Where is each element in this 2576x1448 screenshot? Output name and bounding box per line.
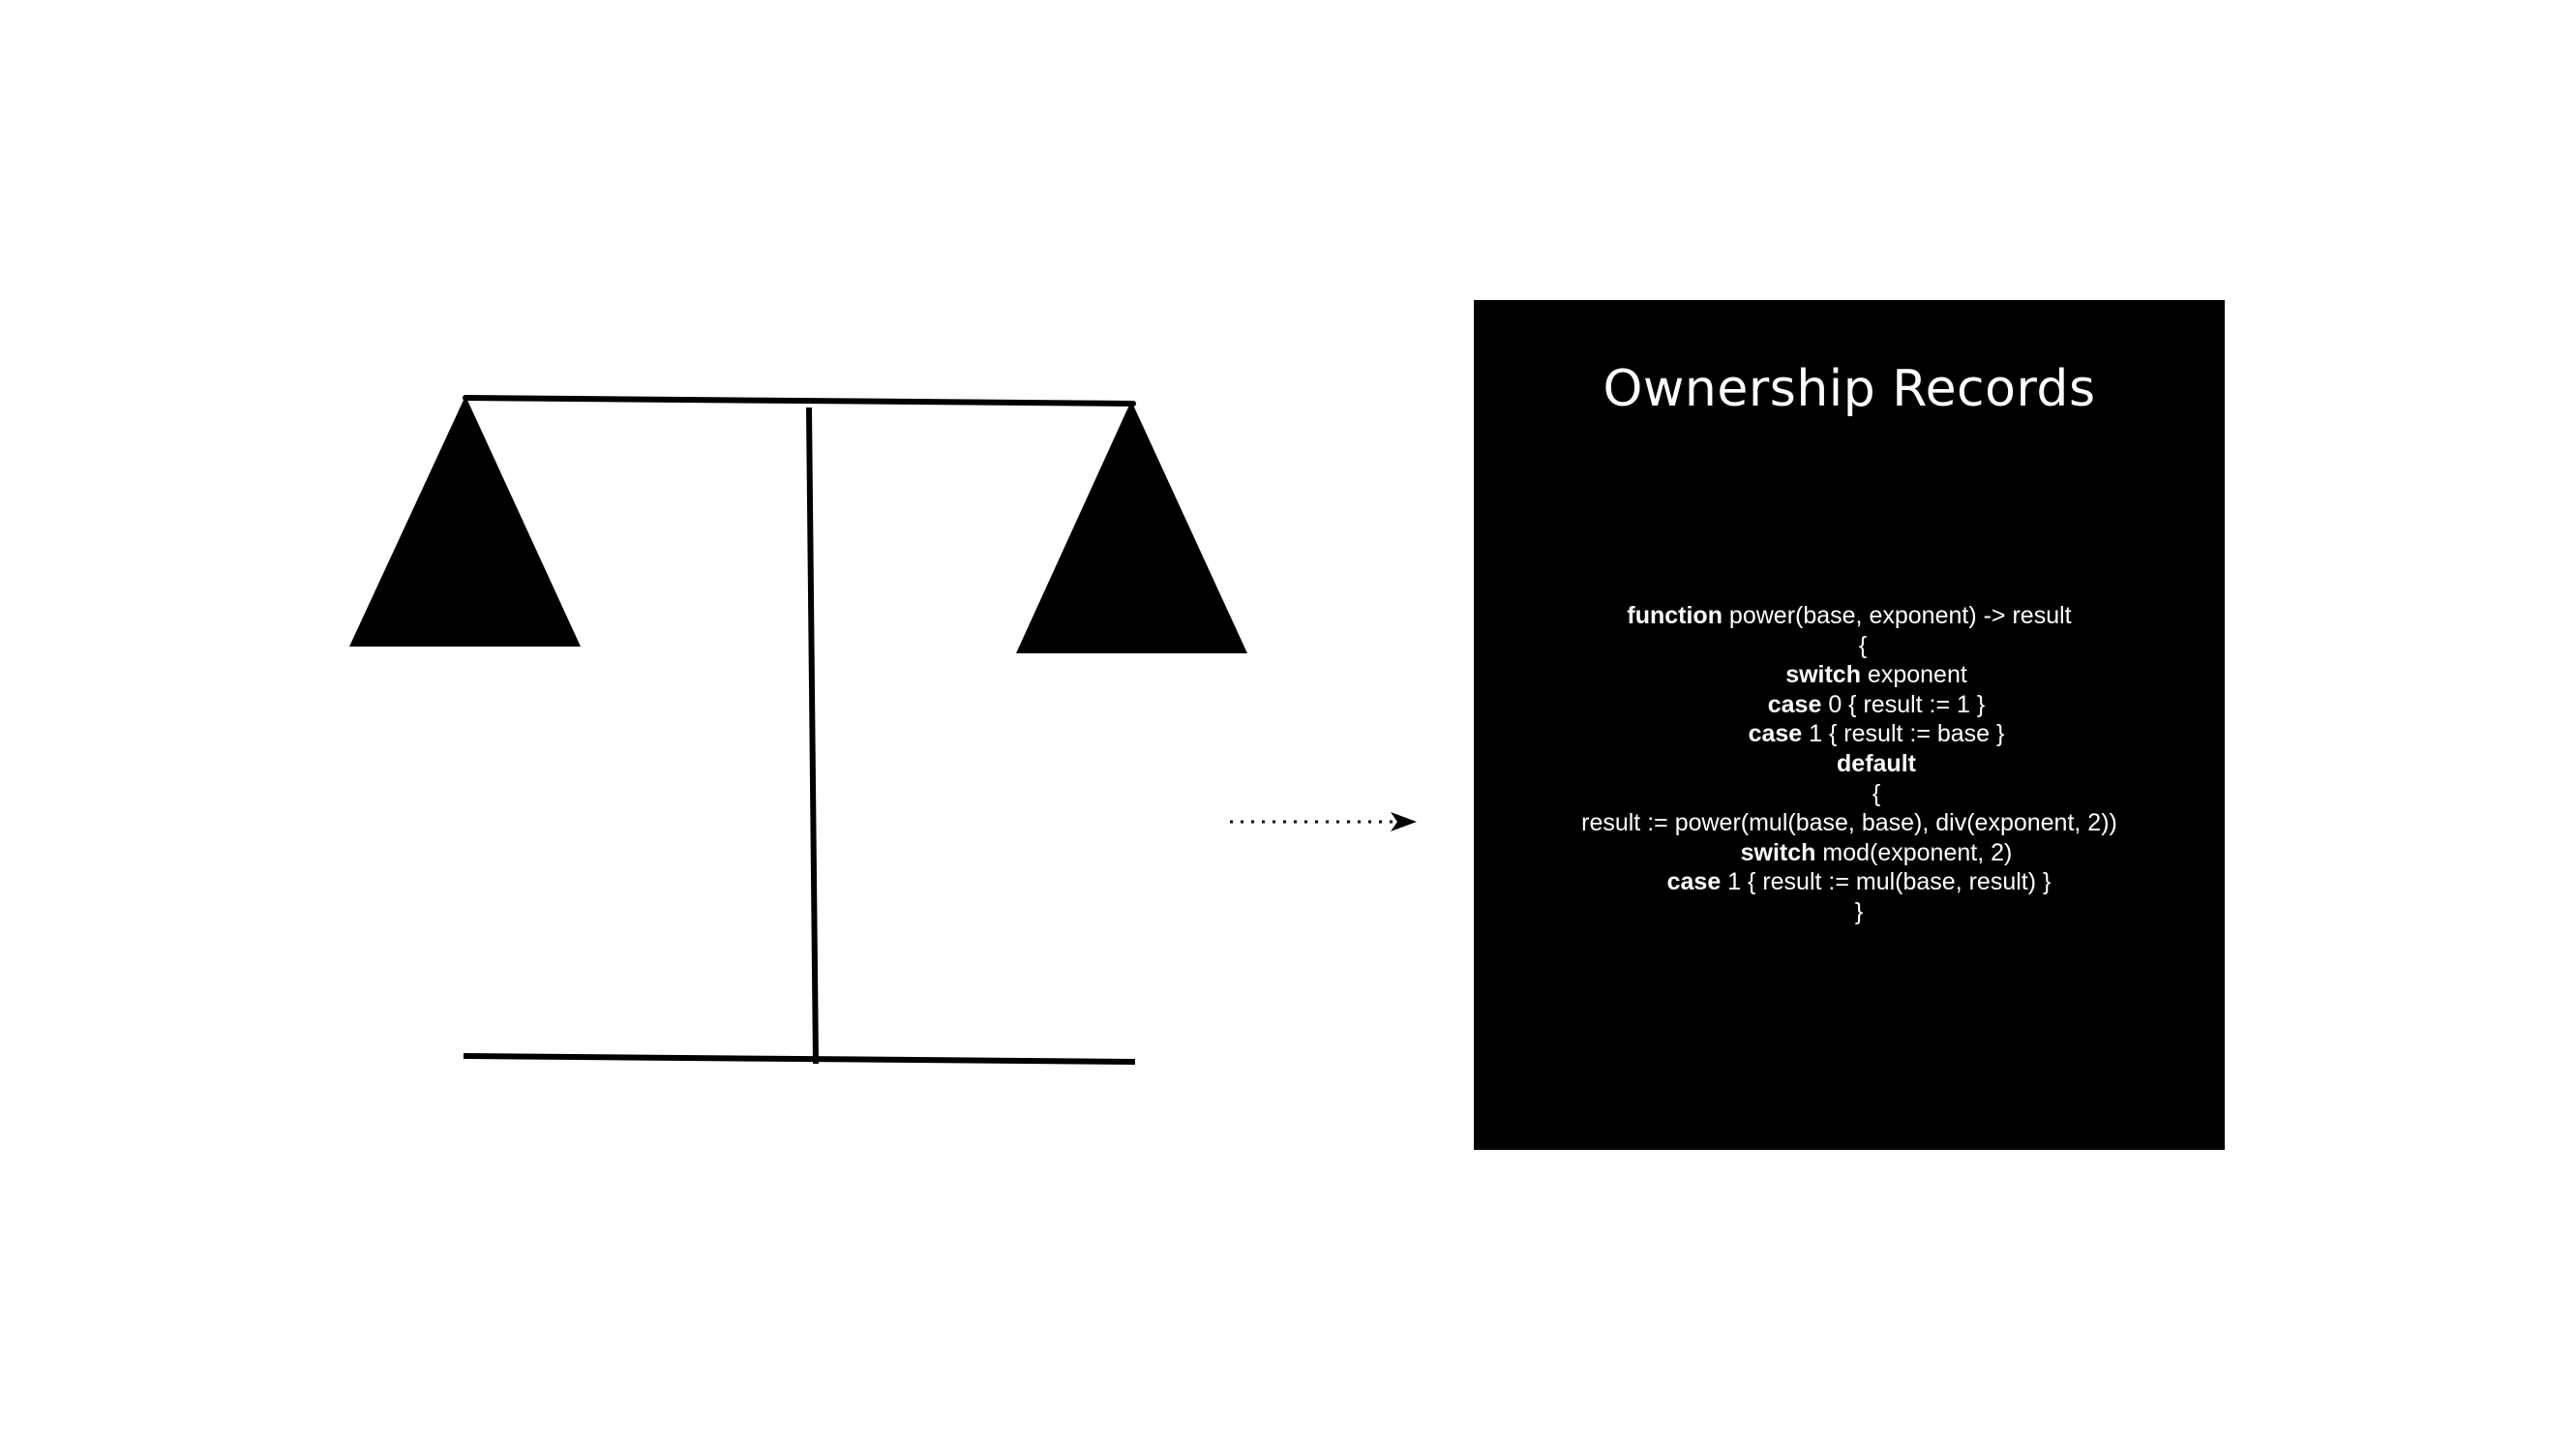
panel-title: Ownership Records: [1603, 360, 2096, 418]
code-text: result := power(mul(base, base), div(exp…: [1581, 809, 2117, 837]
scale-beam: [463, 395, 1136, 407]
left-pan: [349, 396, 581, 647]
code-line: switch exponent: [1501, 660, 2252, 690]
code-text: 1 { result := base }: [1802, 720, 2005, 748]
code-line: {: [1487, 631, 2238, 661]
code-text: power(base, exponent) -> result: [1722, 602, 2072, 629]
code-line: {: [1501, 779, 2252, 809]
code-line: function power(base, exponent) -> result: [1474, 601, 2225, 631]
code-text: {: [1858, 631, 1868, 659]
code-line: default: [1501, 749, 2252, 779]
code-keyword: case: [1666, 868, 1722, 896]
ownership-records-panel: Ownership Records function power(base, e…: [1474, 300, 2225, 1150]
code-text: exponent: [1860, 661, 1967, 689]
scale-post: [806, 407, 819, 1065]
code-text: 1 { result := mul(base, result) }: [1721, 868, 2052, 896]
code-keyword: case: [1767, 690, 1822, 718]
code-keyword: default: [1837, 749, 1916, 777]
code-text: mod(exponent, 2): [1815, 838, 2013, 866]
dotted-arrow-right-icon: [1230, 812, 1417, 831]
right-pan: [1016, 401, 1247, 653]
code-text: {: [1872, 779, 1881, 807]
balance-scale-icon: [349, 395, 1247, 1065]
code-line: switch mod(exponent, 2): [1501, 838, 2252, 868]
code-block: function power(base, exponent) -> result…: [1474, 601, 2225, 927]
code-keyword: case: [1748, 720, 1803, 748]
code-text: }: [1854, 897, 1864, 925]
scale-base: [463, 1053, 1136, 1065]
code-line: }: [1483, 897, 2234, 927]
code-keyword: function: [1627, 602, 1722, 629]
dotted-arrow-head: [1391, 812, 1417, 831]
code-keyword: switch: [1740, 838, 1816, 866]
code-line: case 0 { result := 1 }: [1501, 690, 2252, 720]
code-line: case 1 { result := mul(base, result) }: [1483, 867, 2234, 897]
code-line: case 1 { result := base }: [1501, 719, 2252, 749]
code-keyword: switch: [1785, 661, 1861, 689]
code-line: result := power(mul(base, base), div(exp…: [1474, 808, 2225, 838]
code-text: 0 { result := 1 }: [1821, 690, 1986, 718]
